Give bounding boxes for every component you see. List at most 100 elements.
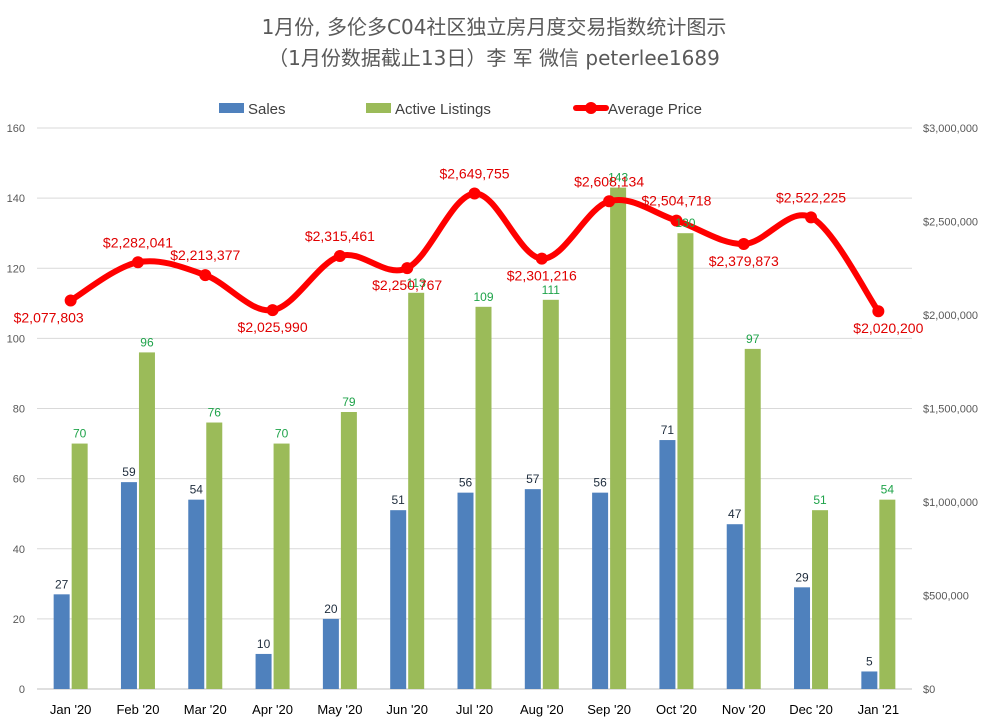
x-tick-label: Sep '20 — [587, 702, 631, 717]
data-label-average-price: $2,608,134 — [574, 173, 644, 189]
x-tick-label: Jan '20 — [50, 702, 92, 717]
legend-label-sales: Sales — [248, 101, 286, 118]
y-left-tick-label: 40 — [13, 544, 25, 556]
data-label-active-listings: 130 — [675, 216, 695, 230]
y-left-tick-label: 160 — [7, 123, 25, 135]
price-marker — [64, 294, 77, 307]
data-label-sales: 57 — [526, 472, 540, 486]
y-left-tick-label: 100 — [7, 333, 25, 345]
price-marker — [603, 195, 616, 208]
bar-sales — [188, 499, 205, 689]
data-label-active-listings: 109 — [473, 290, 493, 304]
left-axis: 0 20 40 60 80 100 120 140 160 — [7, 123, 25, 696]
data-label-active-listings: 96 — [140, 335, 154, 349]
data-label-average-price: $2,282,041 — [103, 234, 173, 250]
data-label-average-price: $2,213,377 — [170, 247, 240, 263]
price-marker — [535, 252, 548, 265]
x-tick-label: Feb '20 — [116, 702, 159, 717]
data-label-sales: 29 — [795, 570, 809, 584]
x-tick-label: Nov '20 — [722, 702, 766, 717]
legend-label-active-listings: Active Listings — [395, 101, 491, 118]
bar-sales — [255, 653, 272, 689]
bar-active-listings — [408, 292, 425, 689]
bars — [53, 187, 896, 689]
bar-sales — [120, 482, 137, 689]
bar-sales — [659, 440, 676, 689]
bar-active-listings — [340, 412, 357, 689]
price-marker — [266, 304, 279, 317]
y-right-tick-label: $1,000,000 — [923, 497, 978, 509]
data-label-average-price: $2,020,200 — [853, 320, 923, 336]
data-label-sales: 47 — [728, 507, 742, 521]
y-right-tick-label: $3,000,000 — [923, 123, 978, 135]
data-label-sales: 54 — [190, 483, 204, 497]
y-right-tick-label: $2,500,000 — [923, 217, 978, 229]
y-right-tick-label: $1,500,000 — [923, 404, 978, 416]
bar-active-listings — [273, 443, 290, 689]
data-label-sales: 59 — [122, 465, 136, 479]
data-label-sales: 20 — [324, 602, 338, 616]
bar-sales — [53, 594, 70, 689]
chart-title: 1月份, 多伦多C04社区独立房月度交易指数统计图示 — [262, 15, 727, 39]
data-label-average-price: $2,250,767 — [372, 277, 442, 293]
data-label-active-listings: 70 — [73, 427, 87, 441]
data-label-sales: 51 — [392, 493, 406, 507]
data-label-average-price: $2,077,803 — [14, 309, 84, 325]
bar-labels: 27 70 59 96 54 76 10 70 20 79 51 113 56 109 57 111 56 143… — [55, 171, 894, 669]
data-label-sales: 27 — [55, 577, 69, 591]
x-tick-label: Oct '20 — [656, 702, 697, 717]
y-left-tick-label: 0 — [19, 684, 25, 696]
bar-sales — [322, 618, 339, 689]
bar-active-listings — [879, 499, 896, 689]
right-axis: $0 $500,000 $1,000,000 $1,500,000 $2,000,000… — [923, 123, 978, 696]
y-left-tick-label: 60 — [13, 474, 25, 486]
legend: Sales Active Listings Average Price — [219, 101, 702, 118]
bar-sales — [390, 510, 407, 689]
price-marker — [401, 262, 414, 275]
data-label-average-price: $2,379,873 — [709, 253, 779, 269]
data-label-active-listings: 54 — [881, 483, 895, 497]
bar-sales — [794, 587, 811, 689]
data-label-sales: 5 — [866, 654, 873, 668]
legend-marker-average-price — [585, 102, 597, 114]
x-axis: Jan '20 Feb '20 Mar '20 Apr '20 May '20 Jun '… — [50, 702, 899, 717]
legend-swatch-active-listings — [366, 103, 391, 113]
x-tick-label: Jun '20 — [386, 702, 428, 717]
price-line-layer — [64, 187, 885, 318]
data-label-average-price: $2,301,216 — [507, 268, 577, 284]
bar-active-listings — [542, 299, 559, 689]
bar-sales — [861, 671, 878, 689]
x-tick-label: Dec '20 — [789, 702, 833, 717]
data-label-active-listings: 70 — [275, 427, 289, 441]
price-marker — [333, 250, 346, 263]
bar-sales — [592, 492, 609, 689]
y-left-tick-label: 140 — [7, 193, 25, 205]
bar-sales — [457, 492, 474, 689]
price-labels: $2,077,803 $2,282,041$2,213,377 $2,025,990… — [14, 165, 924, 336]
bar-active-listings — [475, 306, 492, 689]
data-label-active-listings: 79 — [342, 395, 356, 409]
price-marker — [737, 237, 750, 250]
bar-active-listings — [812, 510, 829, 689]
data-label-active-listings: 51 — [813, 493, 827, 507]
bar-active-listings — [138, 352, 155, 689]
gridlines — [37, 127, 912, 690]
data-label-average-price: $2,025,990 — [238, 319, 308, 335]
price-marker — [199, 269, 212, 282]
data-label-active-listings: 111 — [542, 283, 561, 297]
bar-active-listings — [744, 348, 761, 689]
data-label-average-price: $2,522,225 — [776, 189, 846, 205]
bar-active-listings — [71, 443, 88, 689]
bar-active-listings — [610, 187, 627, 689]
data-label-active-listings: 76 — [208, 406, 222, 420]
x-tick-label: Aug '20 — [520, 702, 564, 717]
bar-sales — [524, 489, 541, 689]
data-label-active-listings: 97 — [746, 332, 760, 346]
y-left-tick-label: 20 — [13, 614, 25, 626]
data-label-active-listings: 143 — [608, 171, 628, 185]
data-label-sales: 56 — [593, 476, 607, 490]
x-tick-label: Jan '21 — [858, 702, 900, 717]
data-label-sales: 56 — [459, 476, 473, 490]
price-marker — [872, 305, 885, 318]
